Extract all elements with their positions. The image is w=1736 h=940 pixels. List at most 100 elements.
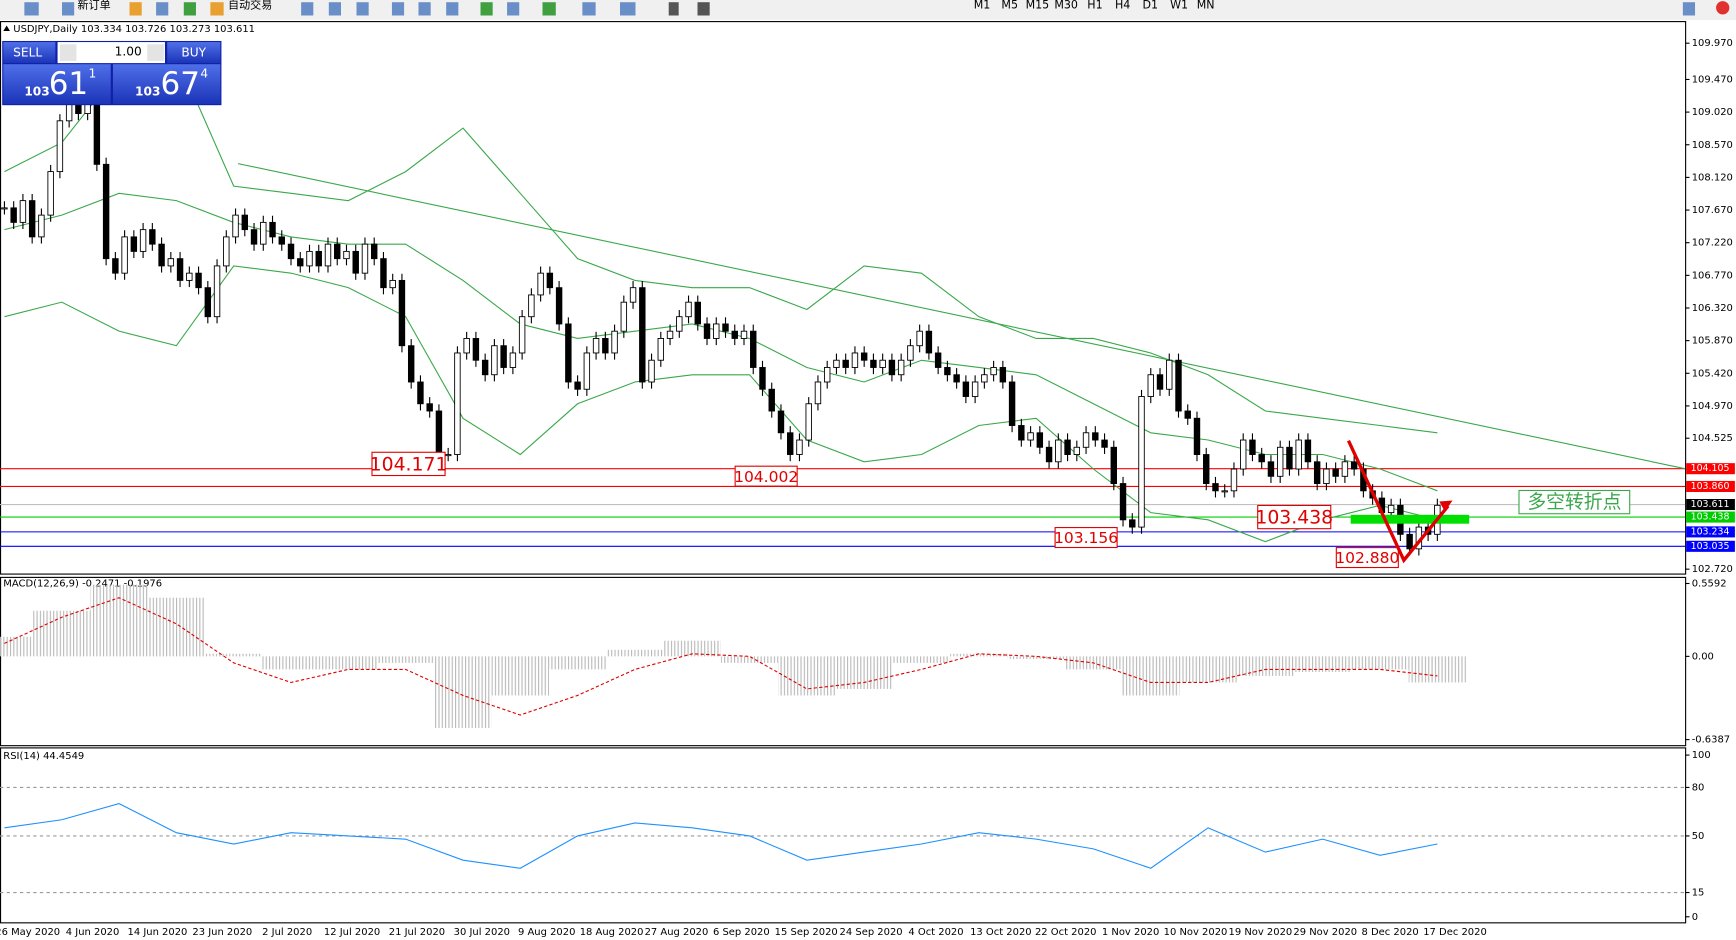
candle-body xyxy=(1267,461,1275,477)
candle-body xyxy=(426,403,433,412)
chart-layer: 109.970 109.470 109.020 108.570 108.120 107.6… xyxy=(0,38,1735,938)
candle-body xyxy=(380,258,387,289)
timeframe-button[interactable]: D1 xyxy=(1143,0,1159,12)
candle-body xyxy=(999,367,1007,383)
timeframe-button[interactable]: W1 xyxy=(1170,0,1188,12)
x-tick-label: 27 Aug 2020 xyxy=(645,927,709,938)
candle-body xyxy=(1166,359,1173,390)
x-tick-label: 6 Sep 2020 xyxy=(713,927,770,938)
candle-body xyxy=(676,316,683,332)
candle-body xyxy=(518,316,526,354)
annotation: 103.156 xyxy=(1054,529,1118,547)
note: 多空转折点 xyxy=(1527,491,1621,513)
bollinger-band xyxy=(4,54,1438,434)
candle-body xyxy=(1350,461,1358,470)
timeframe-button[interactable]: M15 xyxy=(1026,0,1050,12)
timeframe-button[interactable]: MN xyxy=(1197,0,1215,12)
candle-body xyxy=(1119,483,1127,521)
sell-quote-box[interactable] xyxy=(3,64,111,105)
y-tick-label: 105.870 xyxy=(1692,336,1733,347)
candle-body xyxy=(685,301,692,318)
timeframe-button[interactable]: M1 xyxy=(974,0,991,12)
buy-button[interactable] xyxy=(167,42,221,64)
timeframe-button[interactable]: H4 xyxy=(1115,0,1130,12)
candle-body xyxy=(1193,417,1201,455)
candle-body xyxy=(204,287,212,318)
auto-trading-button[interactable]: 自动交易 xyxy=(228,0,272,12)
macd-bar xyxy=(262,656,320,670)
volume-box[interactable] xyxy=(57,42,165,64)
level-tag xyxy=(1686,511,1735,523)
candle-body xyxy=(417,381,424,405)
timeframe-button[interactable]: M5 xyxy=(1001,0,1018,12)
candle-body xyxy=(768,388,775,412)
x-tick-label: 9 Aug 2020 xyxy=(518,927,575,938)
candle-body xyxy=(962,381,970,397)
candle-body xyxy=(1045,446,1053,463)
buy-label[interactable]: BUY xyxy=(181,46,206,60)
candle-body xyxy=(1018,425,1025,441)
candle-body xyxy=(750,330,757,368)
candle-body xyxy=(639,287,646,383)
candle-body xyxy=(814,381,822,405)
candle-body xyxy=(1027,432,1034,441)
arrow-head xyxy=(1439,500,1453,512)
candle-body xyxy=(149,229,156,245)
candle-body xyxy=(759,367,766,390)
chart-title: USDJPY,Daily 103.334 103.726 103.273 103… xyxy=(13,24,255,35)
candle-body xyxy=(528,294,535,318)
candle-body xyxy=(481,359,489,376)
annotation-box xyxy=(1054,527,1118,549)
candle-body xyxy=(1101,439,1108,448)
macd-signal xyxy=(4,597,1438,716)
x-tick-label: 4 Jun 2020 xyxy=(66,927,120,938)
timeframe-button[interactable]: M30 xyxy=(1054,0,1078,12)
y-tick-label: 107.220 xyxy=(1692,238,1733,249)
candle-body xyxy=(740,330,748,339)
buy-quote-box[interactable] xyxy=(112,64,221,105)
trendline xyxy=(237,163,1686,470)
candle-body xyxy=(1156,374,1164,390)
candle-body xyxy=(657,338,665,361)
y-tick-label: 107.670 xyxy=(1692,205,1733,216)
candle-body xyxy=(306,250,313,267)
candle-body xyxy=(1212,483,1219,492)
candle-body xyxy=(555,287,563,325)
candle-body xyxy=(186,272,193,281)
macd-bar xyxy=(835,656,893,689)
candle-body xyxy=(56,120,64,173)
sell-fraction: 1 xyxy=(89,67,97,81)
bollinger-band xyxy=(4,192,1438,492)
macd-bar xyxy=(0,636,34,657)
x-tick-label: 18 Aug 2020 xyxy=(580,927,644,938)
sell-base: 103 xyxy=(24,84,49,98)
macd-bar xyxy=(1351,656,1409,670)
sell-label[interactable]: SELL xyxy=(13,46,42,60)
y-tick-label: 15 xyxy=(1692,888,1705,899)
y-tick-label: -0.6387 xyxy=(1692,735,1730,746)
candle-body xyxy=(731,330,738,339)
one-click-panel xyxy=(2,40,222,106)
candle-body xyxy=(10,207,17,223)
candle-body xyxy=(944,367,951,376)
candle-body xyxy=(777,410,785,434)
timeframe-button[interactable]: H1 xyxy=(1087,0,1102,12)
new-order-button[interactable]: 新订单 xyxy=(78,0,111,12)
x-tick-label: 22 Oct 2020 xyxy=(1035,927,1097,938)
candle-body xyxy=(371,243,378,260)
level-tag-label: 103.234 xyxy=(1691,526,1730,537)
candle-body xyxy=(971,381,979,397)
candle-body xyxy=(546,272,554,289)
title-marker xyxy=(3,25,10,32)
volume[interactable]: 1.00 xyxy=(115,45,142,59)
level-tag xyxy=(1686,540,1735,552)
sell-button[interactable] xyxy=(3,42,56,64)
macd-bar xyxy=(147,597,206,657)
candle-body xyxy=(713,323,720,339)
candle-body xyxy=(666,330,674,339)
annotation-box xyxy=(1257,504,1332,530)
candle-body xyxy=(981,374,988,383)
candle-body xyxy=(1387,504,1395,514)
candle-body xyxy=(1129,519,1136,528)
